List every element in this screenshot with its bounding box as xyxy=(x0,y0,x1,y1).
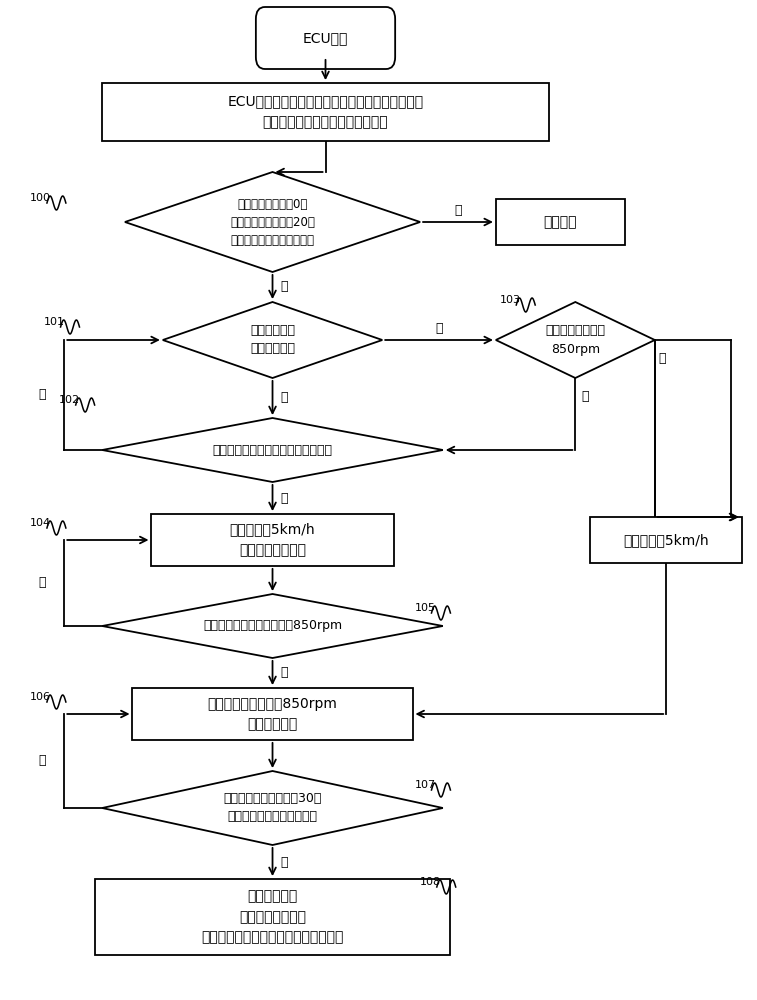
Text: 否: 否 xyxy=(435,322,443,334)
Polygon shape xyxy=(163,302,382,378)
Text: 关闭排气制动
解除汽车限速状态
将发动机的转值降至发动机默认怨速值: 关闭排气制动 解除汽车限速状态 将发动机的转值降至发动机默认怨速值 xyxy=(201,889,344,945)
Text: 汽车限速至5km/h
提升发动机的转速: 汽车限速至5km/h 提升发动机的转速 xyxy=(229,523,316,557)
Text: 否: 否 xyxy=(38,388,45,401)
Bar xyxy=(590,517,742,563)
Text: 103: 103 xyxy=(500,295,521,305)
Polygon shape xyxy=(102,594,443,658)
Text: 空档开关闭合
怨速开关闭合: 空档开关闭合 怨速开关闭合 xyxy=(250,324,295,356)
Text: 106: 106 xyxy=(30,692,51,702)
Text: 100: 100 xyxy=(30,193,51,203)
Bar xyxy=(132,688,413,740)
Text: 105: 105 xyxy=(415,603,436,613)
Text: 发动机的转速等于发动机默认怨速值: 发动机的转速等于发动机默认怨速值 xyxy=(213,444,332,456)
Bar xyxy=(496,199,625,245)
Text: 是: 是 xyxy=(280,667,288,680)
FancyBboxPatch shape xyxy=(256,7,395,69)
Text: 发动机水温值小于0度
环境温度值小于零下20度
后处理系统的尿素需要解冻: 发动机水温值小于0度 环境温度值小于零下20度 后处理系统的尿素需要解冻 xyxy=(230,198,315,246)
Bar xyxy=(95,879,450,955)
Text: 107: 107 xyxy=(415,780,436,790)
Text: 否: 否 xyxy=(38,576,45,589)
Text: 104: 104 xyxy=(30,518,51,528)
Bar xyxy=(151,514,394,566)
Text: 是: 是 xyxy=(280,856,288,868)
Text: 是: 是 xyxy=(280,491,288,504)
Text: ECU上电: ECU上电 xyxy=(303,31,348,45)
Text: 保持发动机的转速为850rpm
驱动排气制动: 保持发动机的转速为850rpm 驱动排气制动 xyxy=(207,697,338,731)
Text: 是: 是 xyxy=(280,280,288,293)
Text: 结束流程: 结束流程 xyxy=(544,215,577,229)
Text: 101: 101 xyxy=(44,317,65,327)
Polygon shape xyxy=(125,172,420,272)
Text: 发动机的转速大于
850rpm: 发动机的转速大于 850rpm xyxy=(545,324,606,356)
Text: 汽车限速至5km/h: 汽车限速至5km/h xyxy=(623,533,709,547)
Text: 否: 否 xyxy=(38,754,45,768)
Polygon shape xyxy=(102,418,443,482)
Text: 否: 否 xyxy=(581,389,589,402)
Text: 是: 是 xyxy=(659,352,666,364)
Text: ECU获取发动机水温传感器获得的发动机水温值、
环境温度传感器获得的环境温度值: ECU获取发动机水温传感器获得的发动机水温值、 环境温度传感器获得的环境温度值 xyxy=(227,95,424,129)
Text: 是: 是 xyxy=(280,391,288,404)
Polygon shape xyxy=(496,302,655,378)
Text: 发动机冷却水温度大于30度
后处理系统的尿素解冻结束: 发动机冷却水温度大于30度 后处理系统的尿素解冻结束 xyxy=(223,792,322,824)
Polygon shape xyxy=(102,771,443,845)
Text: 提升后的发动机的转速大于850rpm: 提升后的发动机的转速大于850rpm xyxy=(203,619,342,633)
Bar xyxy=(102,83,549,141)
Text: 否: 否 xyxy=(454,204,462,217)
Text: 108: 108 xyxy=(420,877,441,887)
Text: 102: 102 xyxy=(59,395,80,405)
